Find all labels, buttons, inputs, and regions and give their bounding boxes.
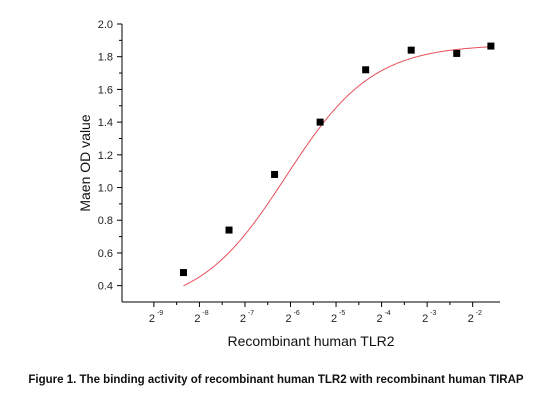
y-tick-label: 2.0 — [98, 19, 113, 31]
data-point — [271, 170, 279, 178]
y-axis-title: Maen OD value — [77, 114, 93, 211]
x-tick-exponent: -5 — [339, 310, 345, 317]
x-tick-exponent: -7 — [248, 310, 254, 317]
x-tick-label: 2 — [194, 313, 200, 325]
fit-curve — [183, 46, 491, 287]
y-tick-label: 0.8 — [98, 215, 113, 227]
fit-curve-group — [183, 46, 491, 287]
axes: 0.40.60.81.01.21.41.61.82.02 -9 2 -8 2 -7 2 -6 2… — [98, 19, 500, 325]
y-tick-label: 0.4 — [98, 281, 113, 293]
data-points — [179, 42, 495, 277]
chart: 0.40.60.81.01.21.41.61.82.02 -9 2 -8 2 -7 2 -6 2… — [77, 19, 500, 349]
y-tick-label: 1.4 — [98, 117, 113, 129]
x-tick-exponent: -3 — [430, 310, 436, 317]
x-tick-label: 2 — [422, 313, 428, 325]
data-point — [453, 49, 461, 57]
y-tick-label: 1.2 — [98, 150, 113, 162]
y-tick-label: 0.6 — [98, 248, 113, 260]
data-point — [225, 226, 233, 234]
data-point — [407, 46, 415, 54]
y-tick-label: 1.6 — [98, 84, 113, 96]
x-tick-exponent: -8 — [202, 310, 208, 317]
x-tick-exponent: -9 — [157, 310, 163, 317]
x-axis-title: Recombinant human TLR2 — [227, 333, 394, 349]
x-tick-exponent: -4 — [385, 310, 391, 317]
x-tick-exponent: -6 — [294, 310, 300, 317]
data-point — [487, 42, 495, 50]
y-tick-label: 1.8 — [98, 52, 113, 64]
x-tick-label: 2 — [377, 313, 383, 325]
data-point — [316, 118, 324, 126]
y-tick-label: 1.0 — [98, 183, 113, 195]
x-tick-label: 2 — [149, 313, 155, 325]
data-point — [179, 269, 187, 277]
x-tick-label: 2 — [468, 313, 474, 325]
x-tick-label: 2 — [331, 313, 337, 325]
data-point — [362, 66, 370, 74]
figure-caption: Figure 1. The binding activity of recomb… — [28, 374, 524, 386]
x-tick-label: 2 — [285, 313, 291, 325]
x-tick-exponent: -2 — [476, 310, 482, 317]
x-tick-label: 2 — [240, 313, 246, 325]
